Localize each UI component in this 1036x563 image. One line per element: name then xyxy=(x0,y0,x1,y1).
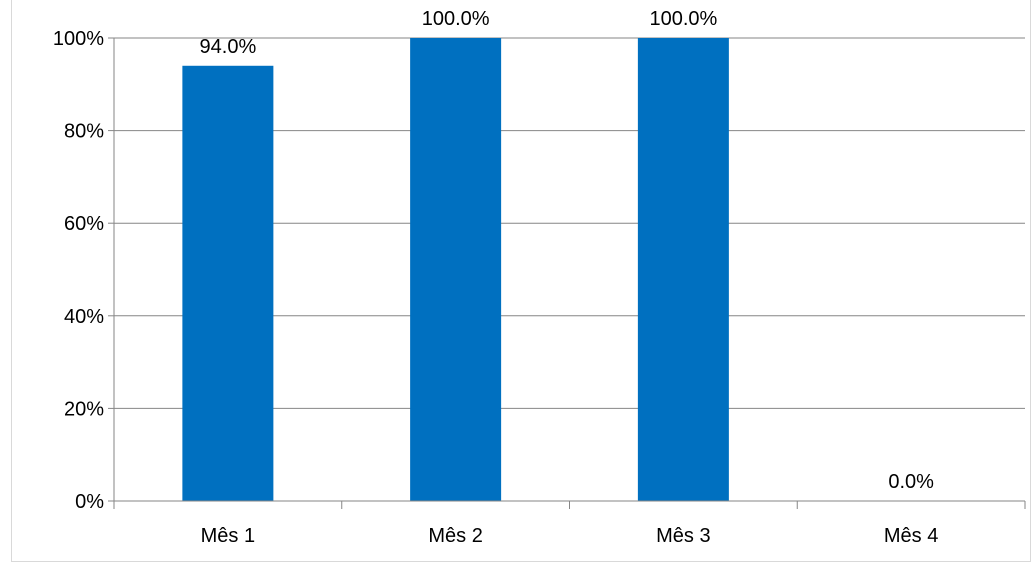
bars xyxy=(182,38,729,501)
data-label: 100.0% xyxy=(422,8,490,30)
data-label: 100.0% xyxy=(649,8,717,30)
data-labels: 94.0% 100.0% 100.0% 0.0% xyxy=(200,8,935,493)
bar xyxy=(637,38,729,501)
data-label: 0.0% xyxy=(888,471,934,493)
x-tick-label: Mês 3 xyxy=(656,525,710,547)
bar xyxy=(182,65,274,501)
y-axis-ticks: 0% 20% 40% 60% 80% 100% xyxy=(53,28,104,513)
y-tick-label: 100% xyxy=(53,28,104,50)
chart-frame xyxy=(11,0,1031,562)
bar xyxy=(410,38,502,501)
y-tick-label: 60% xyxy=(64,213,104,235)
y-tick-label: 0% xyxy=(75,491,104,513)
y-tick-label: 20% xyxy=(64,398,104,420)
axes xyxy=(108,37,1026,509)
x-axis-ticks: Mês 1 Mês 2 Mês 3 Mês 4 xyxy=(201,525,939,547)
y-tick-label: 80% xyxy=(64,121,104,143)
x-tick-label: Mês 2 xyxy=(428,525,482,547)
data-label: 94.0% xyxy=(200,36,257,58)
x-tick-label: Mês 1 xyxy=(201,525,255,547)
y-tick-label: 40% xyxy=(64,306,104,328)
x-tick-label: Mês 4 xyxy=(884,525,938,547)
